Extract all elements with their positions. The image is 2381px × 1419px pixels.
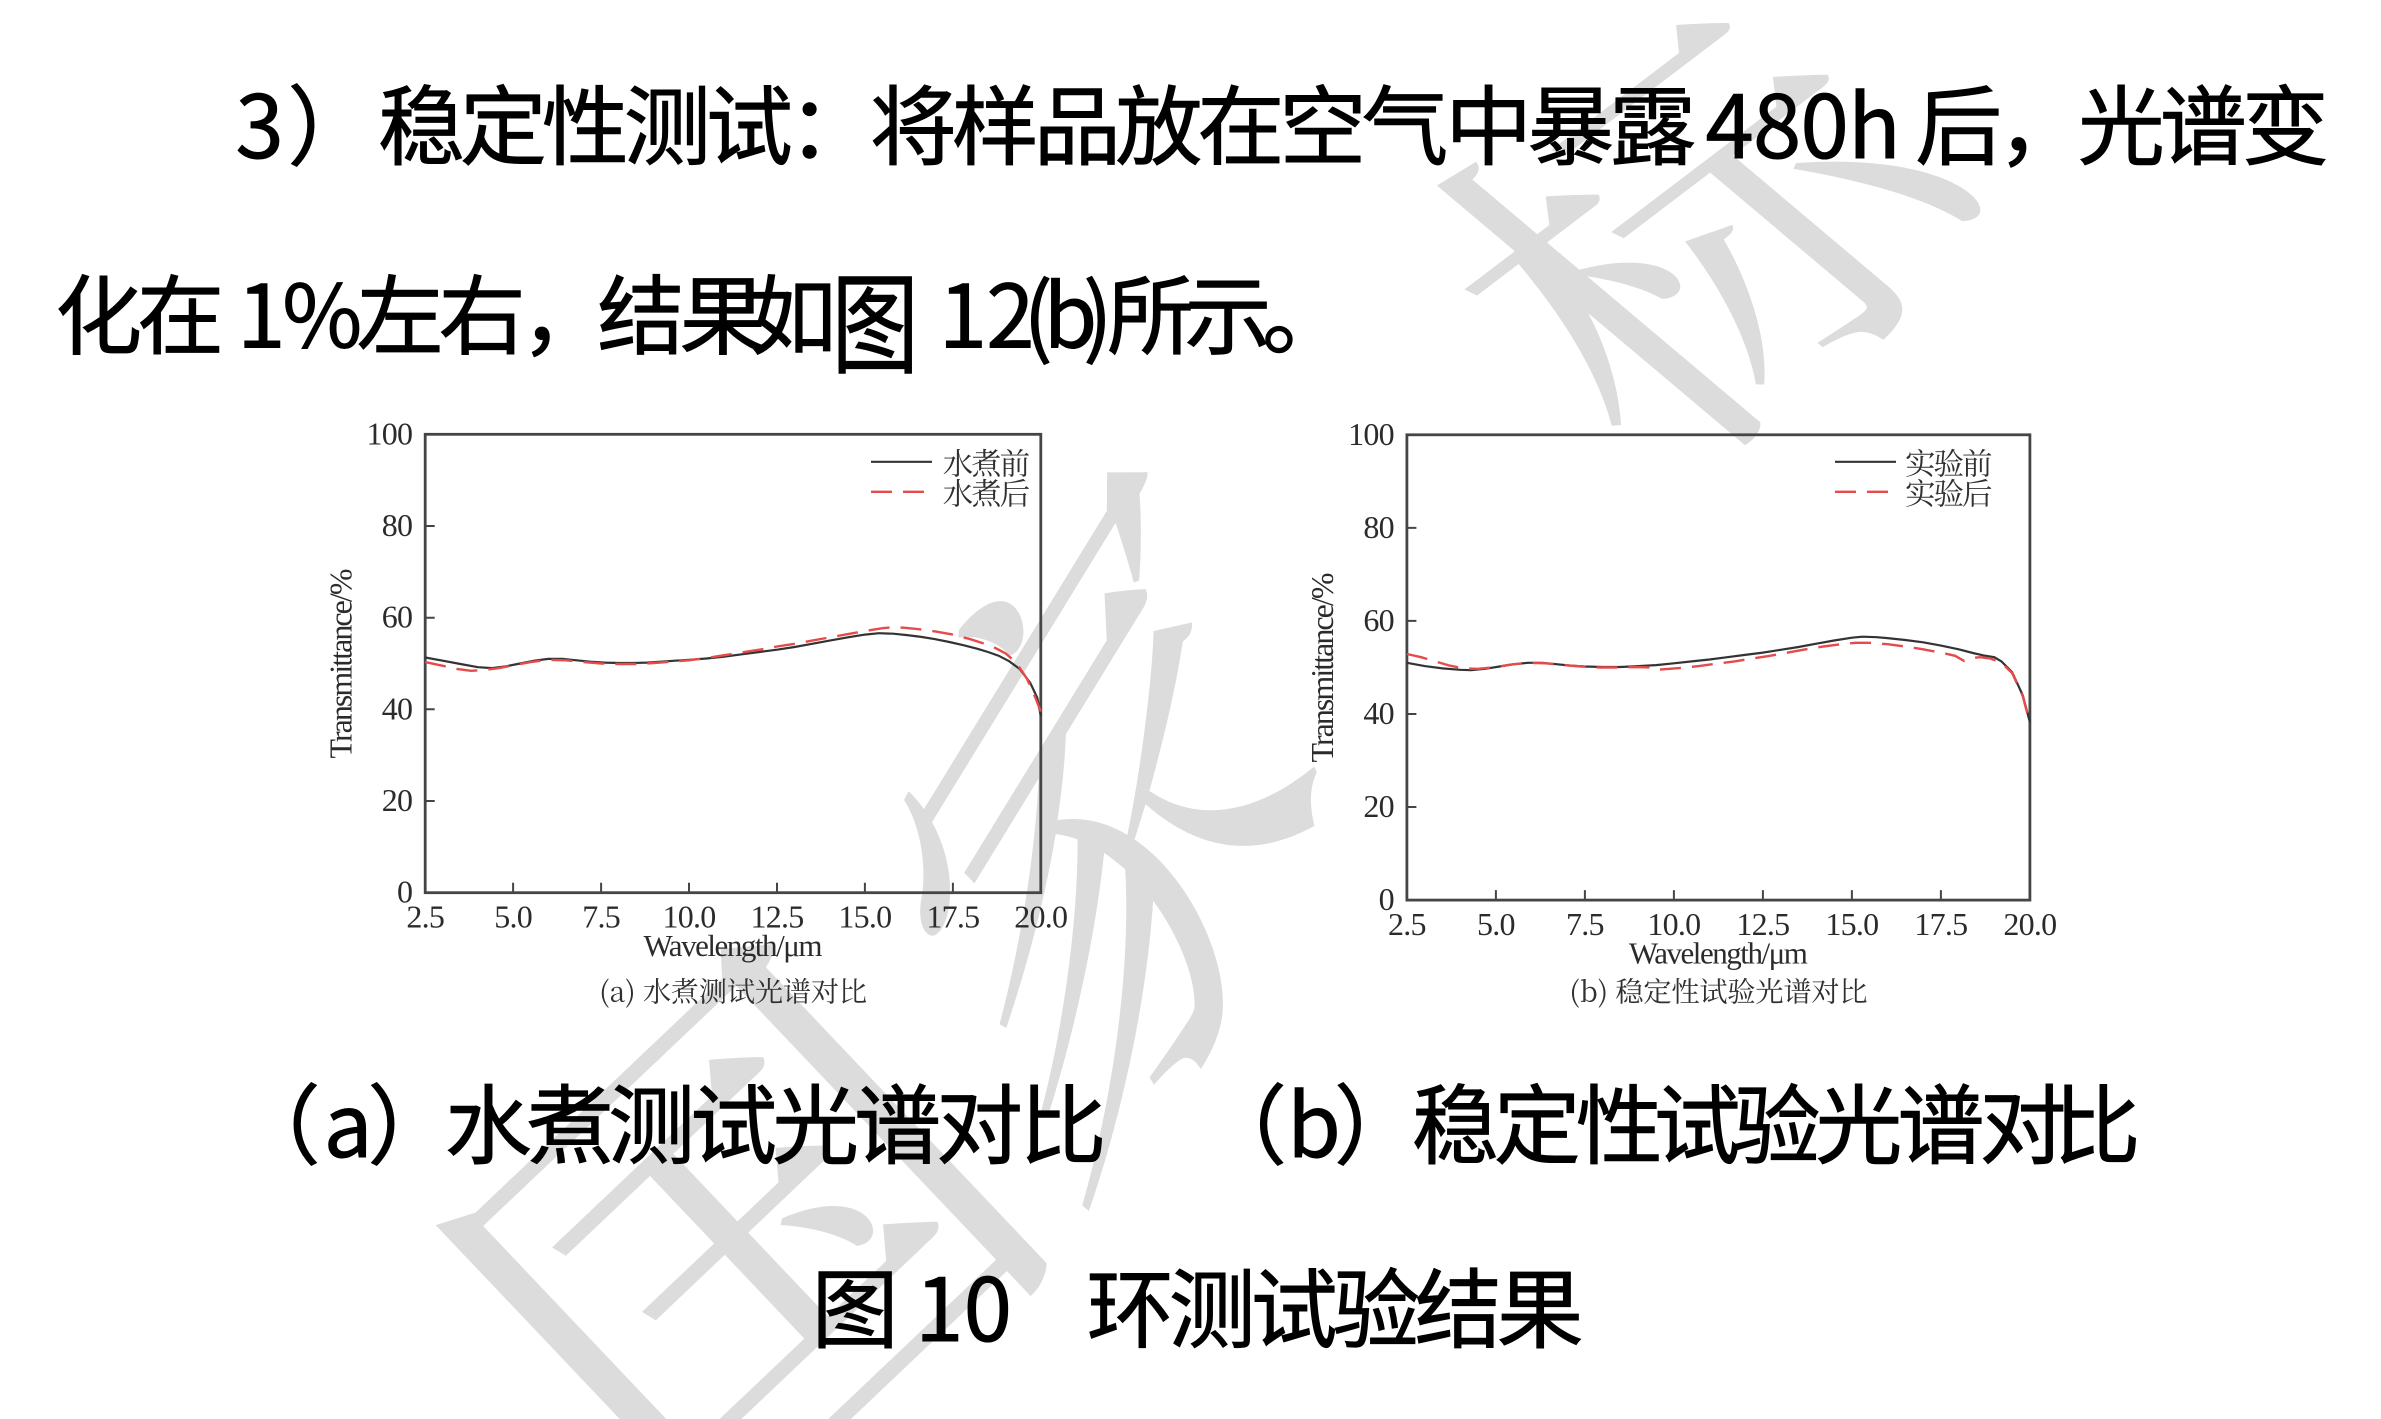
svg-text:7.5: 7.5 — [582, 899, 620, 935]
svg-text:Wavelength/μm: Wavelength/μm — [644, 928, 823, 963]
svg-text:2.5: 2.5 — [406, 899, 444, 935]
svg-text:80: 80 — [382, 507, 413, 543]
svg-text:15.0: 15.0 — [838, 899, 891, 935]
svg-text:Wavelength/μm: Wavelength/μm — [1629, 936, 1808, 971]
svg-text:Transmittance/%: Transmittance/% — [1304, 573, 1340, 763]
svg-text:5.0: 5.0 — [494, 899, 532, 935]
svg-text:100: 100 — [366, 415, 412, 451]
svg-text:20: 20 — [1363, 788, 1394, 824]
svg-text:2.5: 2.5 — [1388, 906, 1426, 942]
svg-text:60: 60 — [382, 599, 413, 635]
svg-text:10.0: 10.0 — [663, 899, 716, 935]
svg-text:60: 60 — [1363, 602, 1394, 638]
svg-text:20: 20 — [382, 782, 413, 818]
svg-text:20.0: 20.0 — [2003, 906, 2056, 942]
svg-text:5.0: 5.0 — [1477, 906, 1515, 942]
svg-text:12.5: 12.5 — [1736, 906, 1789, 942]
svg-text:17.5: 17.5 — [1914, 906, 1967, 942]
svg-text:7.5: 7.5 — [1566, 906, 1604, 942]
svg-text:80: 80 — [1363, 509, 1394, 545]
svg-text:17.5: 17.5 — [926, 899, 979, 935]
svg-text:100: 100 — [1348, 416, 1394, 452]
svg-text:40: 40 — [382, 690, 413, 726]
svg-text:15.0: 15.0 — [1825, 906, 1878, 942]
svg-text:Transmittance/%: Transmittance/% — [323, 569, 359, 759]
svg-text:20.0: 20.0 — [1014, 899, 1067, 935]
svg-text:0: 0 — [1379, 881, 1394, 917]
svg-text:12.5: 12.5 — [751, 899, 804, 935]
svg-text:40: 40 — [1363, 695, 1394, 731]
svg-text:10.0: 10.0 — [1647, 906, 1700, 942]
svg-text:0: 0 — [397, 874, 412, 910]
